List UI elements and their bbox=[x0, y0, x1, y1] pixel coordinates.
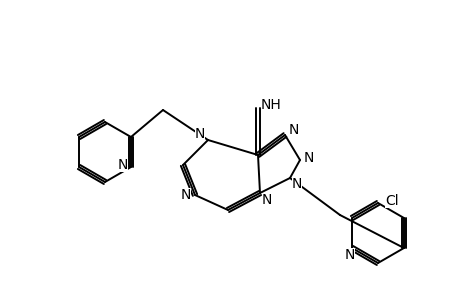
Text: N: N bbox=[118, 158, 128, 172]
Text: N: N bbox=[291, 177, 302, 191]
Text: N: N bbox=[303, 151, 313, 165]
Text: N: N bbox=[195, 127, 205, 141]
Text: N: N bbox=[261, 193, 272, 207]
Text: N: N bbox=[288, 123, 298, 137]
Text: Cl: Cl bbox=[384, 194, 398, 208]
Text: N: N bbox=[180, 188, 191, 202]
Text: NH: NH bbox=[260, 98, 281, 112]
Text: N: N bbox=[344, 248, 354, 262]
